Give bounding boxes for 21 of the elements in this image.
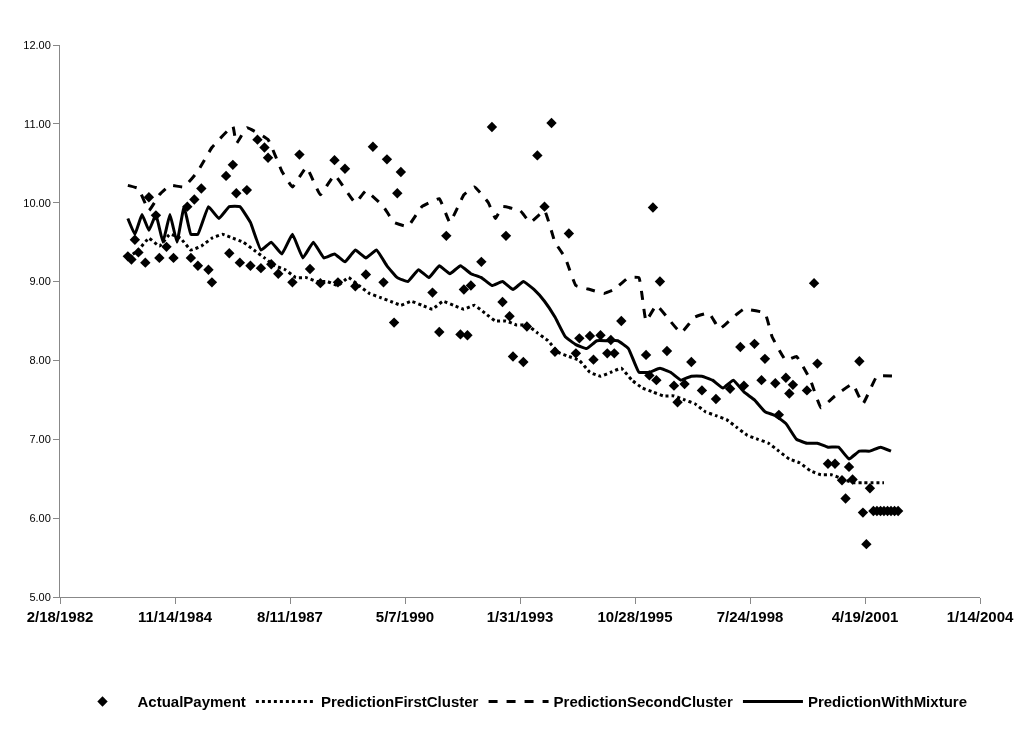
legend-label: PredictionFirstCluster	[320, 693, 479, 711]
y-tick-label: 12.00	[23, 38, 51, 51]
legend-label: PredictionSecondCluster	[553, 693, 733, 711]
y-tick-label: 10.00	[23, 196, 51, 209]
x-tick-label: 10/28/1995	[597, 608, 673, 625]
x-tick-label: 4/19/2001	[831, 608, 899, 625]
x-tick-label: 2/18/1982	[26, 608, 94, 625]
x-tick-label: 1/31/1993	[486, 608, 554, 625]
legend-label: ActualPayment	[137, 693, 246, 711]
y-tick-label: 9.00	[29, 275, 51, 288]
x-tick-label: 5/7/1990	[375, 608, 435, 625]
y-tick-label: 5.00	[29, 590, 51, 603]
y-tick-label: 7.00	[29, 433, 51, 446]
x-tick-label: 11/14/1984	[137, 608, 213, 625]
y-tick-label: 6.00	[29, 511, 51, 524]
x-tick-label: 7/24/1998	[716, 608, 784, 625]
x-tick-label: 1/14/2004	[946, 608, 1015, 625]
x-tick-label: 8/11/1987	[257, 608, 323, 625]
y-tick-label: 11.00	[24, 117, 51, 130]
legend-label: PredictionWithMixture	[807, 693, 967, 711]
y-tick-label: 8.00	[29, 354, 51, 367]
